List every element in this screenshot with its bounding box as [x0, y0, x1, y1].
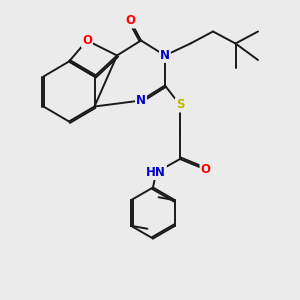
Text: O: O [82, 34, 92, 47]
Text: S: S [176, 98, 184, 112]
Text: O: O [125, 14, 136, 28]
Text: N: N [160, 49, 170, 62]
Text: HN: HN [146, 166, 166, 179]
Text: O: O [200, 163, 211, 176]
Text: N: N [136, 94, 146, 107]
